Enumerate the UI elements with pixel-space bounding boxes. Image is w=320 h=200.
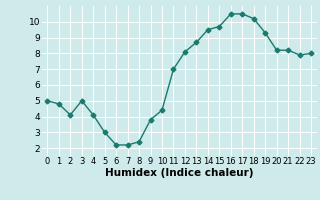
X-axis label: Humidex (Indice chaleur): Humidex (Indice chaleur) xyxy=(105,168,253,178)
